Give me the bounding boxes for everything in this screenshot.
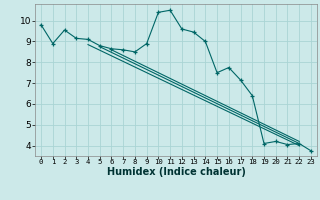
X-axis label: Humidex (Indice chaleur): Humidex (Indice chaleur) [107,167,245,177]
